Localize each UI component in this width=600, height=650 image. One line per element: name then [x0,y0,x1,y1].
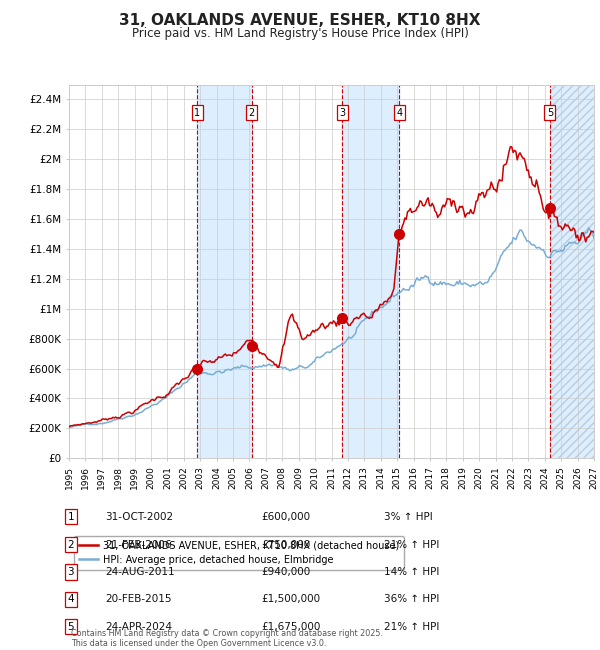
Text: 31, OAKLANDS AVENUE, ESHER, KT10 8HX: 31, OAKLANDS AVENUE, ESHER, KT10 8HX [119,13,481,28]
Text: 24-APR-2024: 24-APR-2024 [105,621,172,632]
Text: 1: 1 [194,108,200,118]
Text: 14% ↑ HPI: 14% ↑ HPI [384,567,439,577]
Text: 21-FEB-2006: 21-FEB-2006 [105,540,172,550]
Text: 5: 5 [67,621,74,632]
Text: 24-AUG-2011: 24-AUG-2011 [105,567,175,577]
Text: £750,000: £750,000 [261,540,310,550]
Text: 20-FEB-2015: 20-FEB-2015 [105,594,172,604]
Text: £940,000: £940,000 [261,567,310,577]
Bar [197,84,251,458]
Text: 21% ↑ HPI: 21% ↑ HPI [384,540,439,550]
Text: 2: 2 [67,540,74,550]
Text: 4: 4 [396,108,403,118]
Text: 21% ↑ HPI: 21% ↑ HPI [384,621,439,632]
Text: 3% ↑ HPI: 3% ↑ HPI [384,512,433,522]
Legend: 31, OAKLANDS AVENUE, ESHER, KT10 8HX (detached house), HPI: Average price, detac: 31, OAKLANDS AVENUE, ESHER, KT10 8HX (de… [74,536,404,569]
Text: £600,000: £600,000 [261,512,310,522]
Text: 1: 1 [67,512,74,522]
Text: 5: 5 [547,108,553,118]
Text: Contains HM Land Registry data © Crown copyright and database right 2025.
This d: Contains HM Land Registry data © Crown c… [71,629,383,648]
Text: £1,500,000: £1,500,000 [261,594,320,604]
Bar [550,84,594,458]
Text: 36% ↑ HPI: 36% ↑ HPI [384,594,439,604]
Text: £1,675,000: £1,675,000 [261,621,320,632]
Bar [550,84,594,458]
Text: 31-OCT-2002: 31-OCT-2002 [105,512,173,522]
Bar [342,84,399,458]
Text: 2: 2 [248,108,255,118]
Text: 3: 3 [339,108,345,118]
Text: Price paid vs. HM Land Registry's House Price Index (HPI): Price paid vs. HM Land Registry's House … [131,27,469,40]
Text: 4: 4 [67,594,74,604]
Text: 3: 3 [67,567,74,577]
